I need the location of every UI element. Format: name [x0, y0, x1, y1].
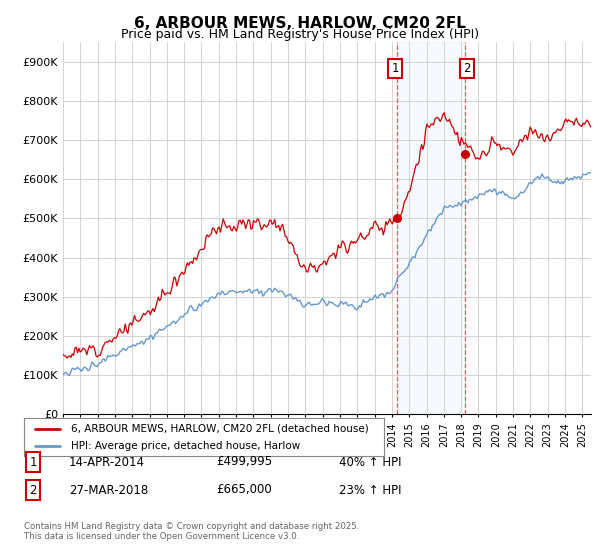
Bar	[397, 42, 466, 414]
Text: 14-APR-2014: 14-APR-2014	[69, 455, 145, 469]
Text: 27-MAR-2018: 27-MAR-2018	[69, 483, 148, 497]
Text: £665,000: £665,000	[216, 483, 272, 497]
Text: Price paid vs. HM Land Registry's House Price Index (HPI): Price paid vs. HM Land Registry's House …	[121, 28, 479, 41]
Text: Contains HM Land Registry data © Crown copyright and database right 2025.
This d: Contains HM Land Registry data © Crown c…	[24, 522, 359, 542]
Text: 23% ↑ HPI: 23% ↑ HPI	[339, 483, 401, 497]
Text: 2: 2	[29, 483, 37, 497]
Text: £499,995: £499,995	[216, 455, 272, 469]
Text: 1: 1	[391, 62, 399, 74]
Text: HPI: Average price, detached house, Harlow: HPI: Average price, detached house, Harl…	[71, 441, 300, 451]
Text: 6, ARBOUR MEWS, HARLOW, CM20 2FL (detached house): 6, ARBOUR MEWS, HARLOW, CM20 2FL (detach…	[71, 423, 368, 433]
Text: 2: 2	[463, 62, 471, 74]
Text: 40% ↑ HPI: 40% ↑ HPI	[339, 455, 401, 469]
Text: 6, ARBOUR MEWS, HARLOW, CM20 2FL: 6, ARBOUR MEWS, HARLOW, CM20 2FL	[134, 16, 466, 31]
Text: 1: 1	[29, 455, 37, 469]
